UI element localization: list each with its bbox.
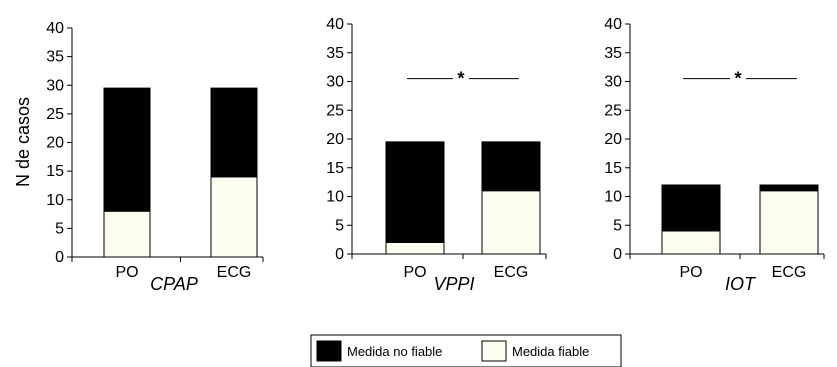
- y-tick-label: 20: [326, 131, 344, 148]
- bar-medida-fiable-po: [104, 211, 150, 257]
- y-tick-label: 15: [46, 163, 64, 180]
- y-tick-label: 25: [604, 102, 622, 119]
- bar-medida-no-fiable-po: [104, 88, 150, 211]
- y-tick-label: 30: [604, 74, 622, 91]
- panel-title: VPPI: [433, 274, 474, 294]
- x-category-label: PO: [403, 264, 426, 281]
- bar-medida-no-fiable-ecg: [760, 185, 818, 191]
- y-tick-label: 5: [613, 217, 622, 234]
- y-tick-label: 15: [326, 160, 344, 177]
- panel-title: IOT: [725, 274, 757, 294]
- y-tick-label: 10: [604, 189, 622, 206]
- bar-medida-no-fiable-po: [662, 185, 720, 231]
- x-category-label: ECG: [494, 264, 529, 281]
- bar-medida-fiable-ecg: [211, 177, 257, 257]
- chart-panel-vppi: 0 5 10 15 20 25 30 35 40 PO ECG VPPI *: [326, 16, 546, 294]
- legend-label-fiable: Medida fiable: [512, 344, 589, 359]
- legend-swatch-fiable: [482, 341, 506, 361]
- y-tick-label: 25: [46, 106, 64, 123]
- y-tick-label: 0: [335, 246, 344, 263]
- bar-medida-fiable-ecg: [482, 191, 540, 254]
- y-tick-label: 25: [326, 102, 344, 119]
- y-tick-label: 0: [613, 246, 622, 263]
- y-tick-label: 5: [55, 220, 64, 237]
- significance-marker: *: [734, 69, 741, 89]
- y-tick-label: 10: [326, 189, 344, 206]
- y-tick-label: 15: [604, 160, 622, 177]
- y-tick-label: 10: [46, 192, 64, 209]
- bar-medida-no-fiable-po: [386, 142, 444, 243]
- legend-label-no-fiable: Medida no fiable: [347, 344, 442, 359]
- panel-title: CPAP: [150, 274, 198, 294]
- y-tick-label: 35: [326, 45, 344, 62]
- y-tick-label: 40: [46, 20, 64, 37]
- y-tick-label: 40: [326, 16, 344, 33]
- x-category-label: ECG: [217, 264, 252, 281]
- y-tick-label: 35: [46, 49, 64, 66]
- bar-medida-fiable-po: [386, 243, 444, 255]
- y-axis-title: N de casos: [13, 97, 33, 187]
- legend: Medida no fiable Medida fiable: [311, 335, 621, 367]
- significance-marker: *: [457, 69, 464, 89]
- x-category-label: ECG: [772, 264, 807, 281]
- x-category-label: PO: [679, 264, 702, 281]
- x-category-label: PO: [115, 264, 138, 281]
- legend-swatch-no-fiable: [317, 341, 341, 361]
- chart-panel-cpap: 0 5 10 15 20 25 30 35 40 PO ECG CPAP: [46, 20, 263, 294]
- y-tick-label: 5: [335, 217, 344, 234]
- bar-medida-no-fiable-ecg: [482, 142, 540, 191]
- bar-medida-no-fiable-ecg: [211, 88, 257, 177]
- chart-panel-iot: 0 5 10 15 20 25 30 35 40 PO ECG IOT *: [604, 16, 824, 294]
- y-tick-label: 20: [46, 135, 64, 152]
- y-tick-label: 30: [326, 74, 344, 91]
- y-tick-label: 0: [55, 249, 64, 266]
- bar-medida-fiable-ecg: [760, 191, 818, 254]
- y-tick-label: 30: [46, 77, 64, 94]
- bar-medida-fiable-po: [662, 231, 720, 254]
- y-tick-label: 35: [604, 45, 622, 62]
- y-tick-label: 40: [604, 16, 622, 33]
- y-tick-label: 20: [604, 131, 622, 148]
